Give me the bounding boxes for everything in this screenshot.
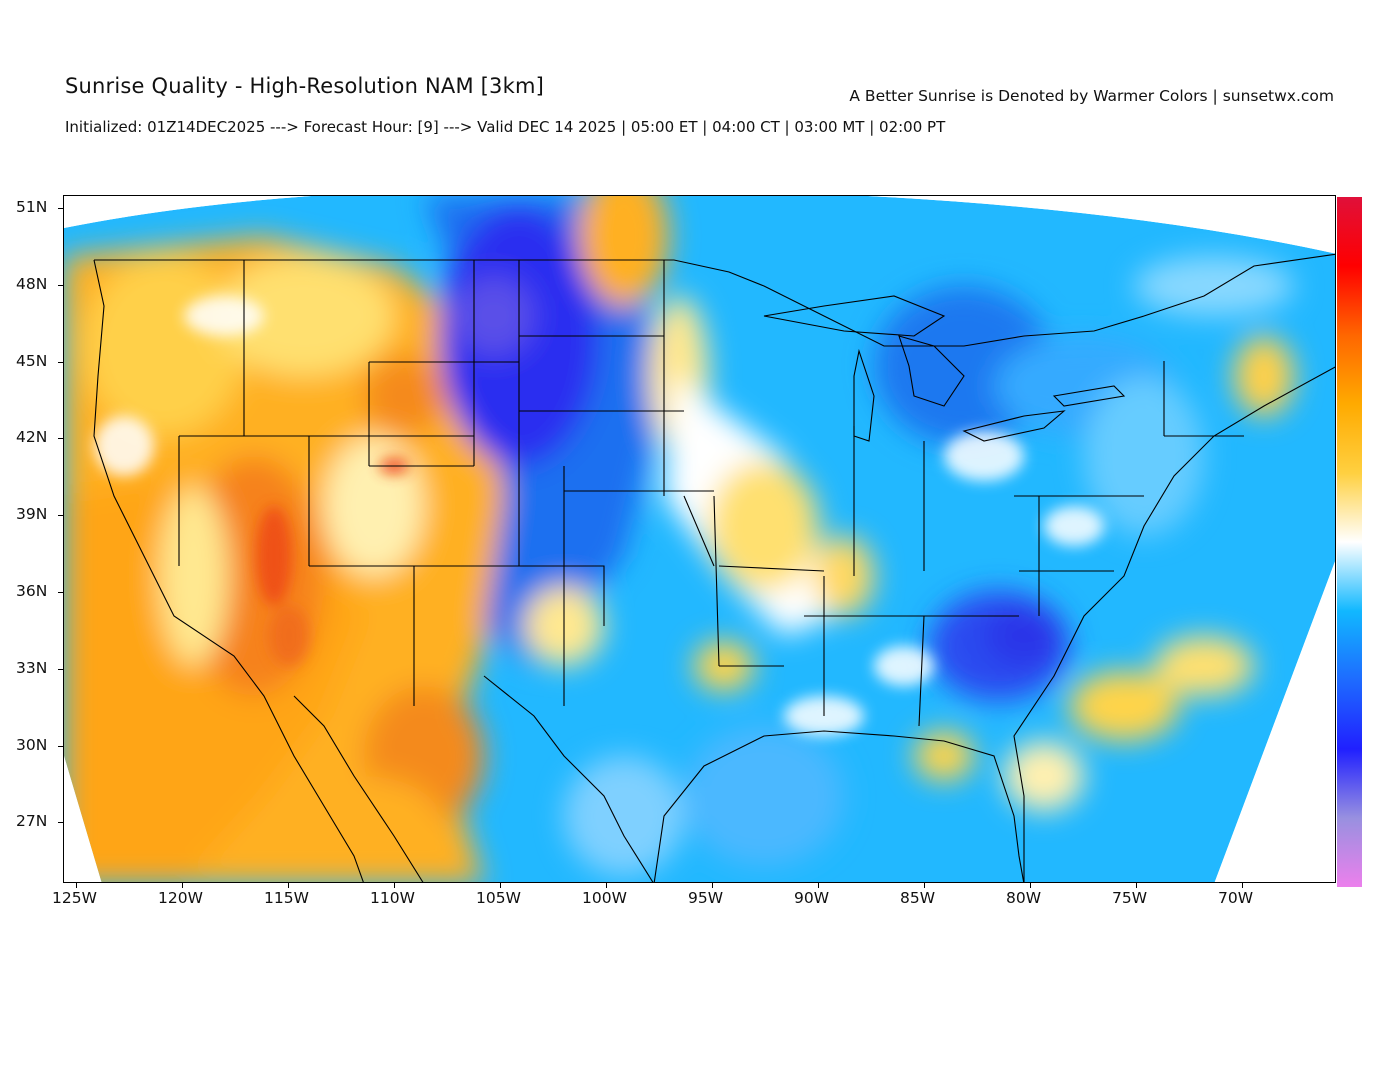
map-title: Sunrise Quality - High-Resolution NAM [3… bbox=[65, 74, 544, 98]
map-subtitle: Initialized: 01Z14DEC2025 ---> Forecast … bbox=[65, 118, 946, 136]
map-boundaries bbox=[93, 253, 1335, 882]
longitude-label: 95W bbox=[688, 889, 724, 907]
forecast-map-canvas bbox=[64, 196, 1335, 882]
latitude-tick bbox=[58, 822, 63, 824]
longitude-tick bbox=[1030, 883, 1031, 888]
latitude-label: 45N bbox=[16, 351, 48, 370]
sunrise-quality-field bbox=[64, 196, 1335, 882]
longitude-label: 120W bbox=[158, 889, 203, 907]
latitude-label: 42N bbox=[16, 428, 48, 447]
longitude-tick bbox=[818, 883, 819, 888]
longitude-label: 75W bbox=[1112, 889, 1148, 907]
latitude-tick bbox=[58, 361, 63, 363]
latitude-tick bbox=[58, 745, 63, 747]
map-credit: A Better Sunrise is Denoted by Warmer Co… bbox=[849, 87, 1334, 105]
latitude-label: 27N bbox=[16, 812, 48, 831]
longitude-tick bbox=[712, 883, 713, 888]
longitude-tick bbox=[394, 883, 395, 888]
latitude-tick bbox=[58, 668, 63, 670]
latitude-label: 36N bbox=[16, 582, 48, 600]
latitude-tick bbox=[58, 515, 63, 517]
forecast-map bbox=[63, 195, 1336, 883]
latitude-tick bbox=[58, 438, 63, 440]
longitude-tick bbox=[606, 883, 607, 888]
longitude-label: 85W bbox=[900, 889, 936, 907]
colorbar bbox=[1337, 197, 1362, 887]
longitude-tick bbox=[500, 883, 501, 888]
latitude-label: 33N bbox=[16, 658, 48, 677]
latitude-label: 48N bbox=[16, 274, 48, 293]
colorbar-fill bbox=[1337, 197, 1362, 887]
longitude-tick bbox=[924, 883, 925, 888]
longitude-tick bbox=[288, 883, 289, 888]
longitude-label: 80W bbox=[1006, 889, 1042, 907]
latitude-label: 39N bbox=[16, 505, 48, 524]
latitude-tick bbox=[58, 208, 63, 209]
longitude-tick bbox=[1242, 883, 1243, 888]
longitude-tick bbox=[76, 883, 77, 888]
longitude-label: 105W bbox=[476, 889, 521, 907]
latitude-tick bbox=[58, 284, 63, 286]
latitude-label: 51N bbox=[16, 198, 48, 216]
longitude-label: 90W bbox=[794, 889, 830, 907]
longitude-tick bbox=[182, 883, 183, 888]
latitude-label: 30N bbox=[16, 735, 48, 754]
longitude-label: 125W bbox=[52, 889, 97, 907]
latitude-tick bbox=[58, 592, 63, 593]
longitude-tick bbox=[1136, 883, 1137, 888]
longitude-label: 110W bbox=[370, 889, 415, 907]
longitude-label: 70W bbox=[1218, 889, 1254, 907]
longitude-label: 115W bbox=[264, 889, 309, 907]
longitude-label: 100W bbox=[582, 889, 627, 907]
